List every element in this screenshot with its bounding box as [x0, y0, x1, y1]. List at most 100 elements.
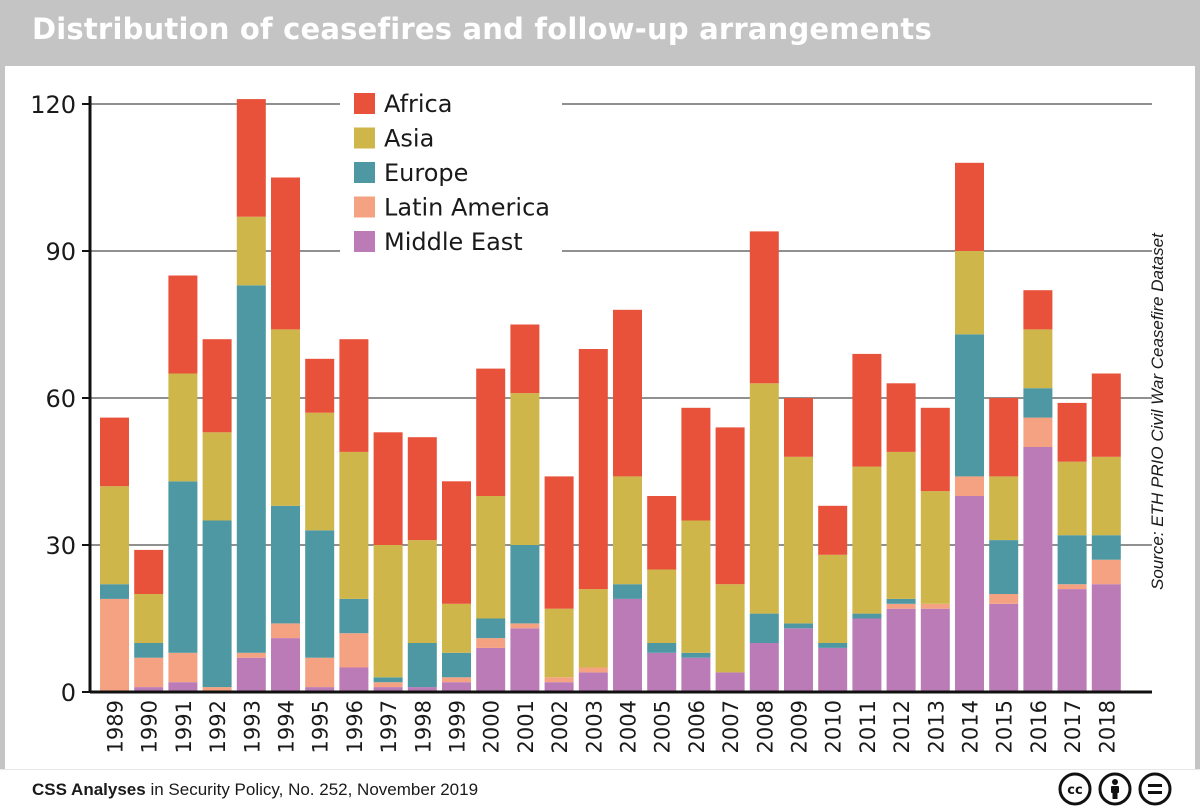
bar-europe-2012 [886, 598, 916, 604]
bar-asia-2007 [715, 584, 745, 673]
bar-middle-east-2014 [955, 496, 984, 692]
x-tick-label: 2012 [890, 700, 914, 753]
x-tick-label: 2001 [514, 700, 538, 753]
attribution-icon [1098, 772, 1132, 806]
x-tick-label: 1994 [275, 700, 299, 753]
legend-label: Europe [384, 159, 468, 187]
bar-asia-2016 [1023, 329, 1053, 389]
bar-africa-2010 [818, 505, 848, 555]
bar-africa-2001 [510, 324, 540, 394]
bar-latin-america-2003 [578, 667, 608, 673]
svg-text:cc: cc [1067, 783, 1082, 798]
bar-africa-2002 [544, 476, 574, 609]
bar-latin-america-2016 [1023, 417, 1053, 447]
y-tick-label: 30 [45, 532, 76, 560]
bar-europe-2009 [784, 623, 813, 629]
bar-asia-2008 [749, 383, 779, 614]
bar-latin-america-2000 [476, 638, 506, 648]
x-tick-label: 2005 [651, 700, 675, 753]
bar-africa-2003 [578, 349, 608, 590]
bar-middle-east-1993 [236, 657, 266, 692]
bar-africa-1993 [236, 99, 266, 217]
bar-middle-east-2018 [1091, 584, 1121, 692]
x-tick-label: 1999 [446, 700, 470, 753]
bar-middle-east-2016 [1023, 447, 1053, 692]
bar-middle-east-1991 [168, 682, 198, 692]
bar-africa-1999 [442, 481, 471, 604]
bar-latin-america-1999 [442, 677, 471, 683]
bar-africa-1996 [339, 339, 369, 452]
bar-europe-2004 [613, 584, 642, 599]
bar-africa-2016 [1023, 290, 1053, 330]
bar-africa-2008 [749, 231, 779, 384]
x-tick-label: 2010 [822, 700, 846, 753]
bar-europe-2001 [510, 545, 540, 624]
x-tick-label: 1995 [309, 700, 333, 753]
bar-latin-america-1993 [236, 652, 266, 658]
bar-asia-2011 [852, 466, 882, 614]
legend-label: Asia [384, 125, 434, 153]
bar-africa-2017 [1057, 402, 1087, 462]
y-tick-label: 60 [45, 385, 76, 413]
bar-middle-east-2006 [681, 657, 711, 692]
bar-europe-1995 [305, 530, 335, 658]
bar-africa-2004 [613, 309, 642, 477]
x-tick-label: 2008 [753, 700, 777, 753]
bar-middle-east-2011 [852, 618, 882, 692]
bar-africa-1998 [407, 437, 437, 541]
no-derivatives-icon [1138, 772, 1172, 806]
legend-label: Africa [384, 90, 452, 118]
bar-europe-1997 [373, 677, 403, 683]
bar-europe-1989 [100, 584, 129, 599]
bar-europe-2015 [989, 540, 1019, 594]
bar-asia-2002 [544, 608, 574, 678]
legend-swatch-asia [354, 127, 375, 149]
source-note: Source: ETH PRIO Civil War Ceasefire Dat… [1148, 233, 1167, 590]
x-tick-label: 2013 [924, 700, 948, 753]
bar-middle-east-2000 [476, 647, 506, 692]
x-tick-label: 2002 [548, 700, 572, 753]
frame-right [1195, 66, 1200, 769]
bar-europe-2014 [955, 334, 984, 477]
y-tick-label: 90 [45, 238, 76, 266]
bar-africa-1997 [373, 432, 403, 545]
bar-asia-2018 [1091, 456, 1121, 536]
bar-latin-america-1989 [100, 598, 129, 692]
publication-details: in Security Policy, No. 252, November 20… [150, 780, 479, 799]
bar-africa-1995 [305, 358, 335, 413]
bar-europe-2011 [852, 613, 882, 619]
x-tick-label: 2011 [856, 700, 880, 753]
bar-middle-east-1997 [373, 687, 403, 692]
bar-asia-2015 [989, 476, 1019, 541]
x-tick-label: 2015 [993, 700, 1017, 753]
x-tick-label: 2003 [582, 700, 606, 753]
bar-asia-2005 [647, 569, 677, 643]
bar-africa-1989 [100, 417, 129, 487]
bar-middle-east-2001 [510, 628, 540, 692]
bar-asia-1997 [373, 545, 403, 678]
publication-name: CSS Analyses [32, 780, 146, 799]
bar-middle-east-2004 [613, 598, 642, 692]
bar-asia-1999 [442, 603, 471, 653]
bar-europe-2017 [1057, 535, 1087, 585]
x-tick-label: 1989 [104, 700, 128, 753]
bar-africa-2013 [920, 407, 950, 492]
x-tick-label: 2006 [685, 700, 709, 753]
bar-europe-2005 [647, 643, 677, 653]
legend-swatch-middle-east [354, 231, 375, 252]
bar-middle-east-2005 [647, 652, 677, 692]
x-tick-label: 1998 [411, 700, 435, 753]
title-bar [0, 0, 1200, 66]
bar-middle-east-2015 [989, 603, 1019, 692]
bar-latin-america-1995 [305, 657, 335, 688]
bar-middle-east-2002 [544, 682, 574, 692]
bar-asia-1991 [168, 373, 198, 482]
bar-latin-america-2001 [510, 623, 540, 629]
bar-asia-1994 [271, 329, 300, 506]
bar-europe-1991 [168, 481, 198, 653]
bar-europe-1993 [236, 285, 266, 653]
bar-latin-america-2013 [920, 603, 950, 609]
bar-latin-america-1996 [339, 633, 369, 668]
bar-middle-east-1999 [442, 682, 471, 692]
